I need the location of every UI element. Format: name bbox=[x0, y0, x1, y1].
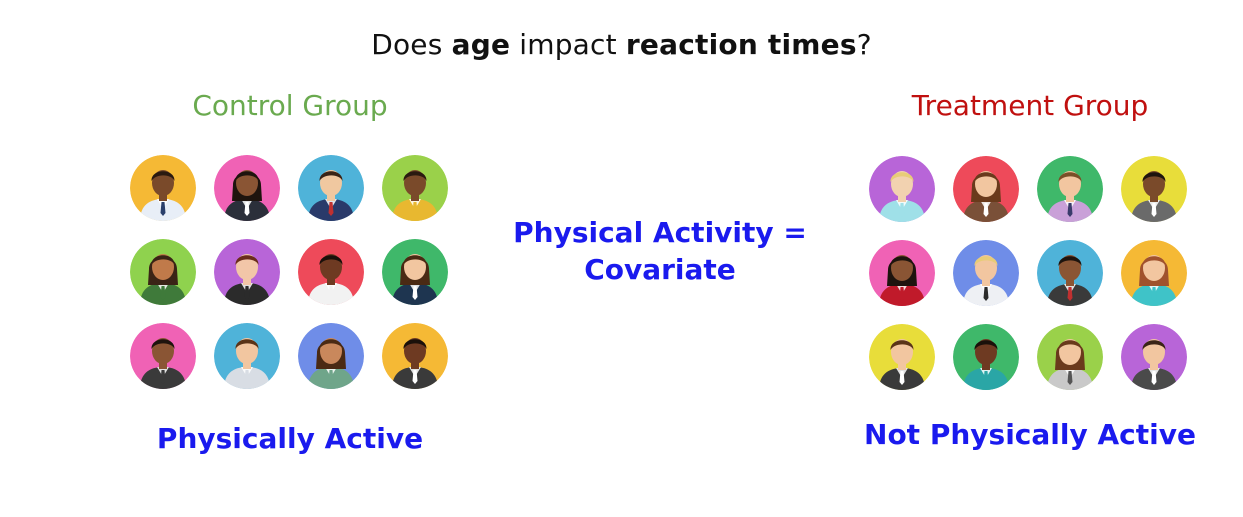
person-avatar-icon bbox=[1121, 240, 1187, 306]
title-part-5: ? bbox=[856, 28, 872, 61]
person-avatar-icon bbox=[869, 240, 935, 306]
person-avatar-icon bbox=[382, 323, 448, 389]
covariate-line-1: Physical Activity = bbox=[513, 216, 807, 249]
person-avatar-icon bbox=[953, 240, 1019, 306]
title-part-1: Does bbox=[371, 28, 452, 61]
control-group-label: Physically Active bbox=[156, 422, 424, 455]
title-part-2: age bbox=[451, 28, 511, 61]
control-avatar-grid bbox=[130, 155, 450, 389]
title-part-3: impact bbox=[510, 28, 626, 61]
person-avatar-icon bbox=[1037, 324, 1103, 390]
covariate-line-2: Covariate bbox=[584, 253, 736, 286]
person-avatar-icon bbox=[214, 323, 280, 389]
person-avatar-icon bbox=[298, 155, 364, 221]
person-avatar-icon bbox=[1037, 240, 1103, 306]
treatment-group-heading: Treatment Group bbox=[911, 89, 1149, 122]
person-avatar-icon bbox=[214, 239, 280, 305]
person-avatar-icon bbox=[130, 155, 196, 221]
treatment-avatar-grid bbox=[869, 156, 1189, 390]
person-avatar-icon bbox=[130, 323, 196, 389]
person-avatar-icon bbox=[869, 156, 935, 222]
person-avatar-icon bbox=[214, 155, 280, 221]
person-avatar-icon bbox=[298, 239, 364, 305]
page-title: Does age impact reaction times? bbox=[0, 28, 1243, 61]
control-group-heading: Control Group bbox=[192, 89, 388, 122]
treatment-group-label: Not Physically Active bbox=[864, 418, 1196, 451]
person-avatar-icon bbox=[298, 323, 364, 389]
title-part-4: reaction times bbox=[625, 28, 857, 61]
person-avatar-icon bbox=[1037, 156, 1103, 222]
person-avatar-icon bbox=[1121, 156, 1187, 222]
person-avatar-icon bbox=[382, 155, 448, 221]
person-avatar-icon bbox=[953, 324, 1019, 390]
person-avatar-icon bbox=[382, 239, 448, 305]
person-avatar-icon bbox=[1121, 324, 1187, 390]
person-avatar-icon bbox=[953, 156, 1019, 222]
person-avatar-icon bbox=[130, 239, 196, 305]
person-avatar-icon bbox=[869, 324, 935, 390]
covariate-label: Physical Activity = Covariate bbox=[495, 214, 825, 288]
